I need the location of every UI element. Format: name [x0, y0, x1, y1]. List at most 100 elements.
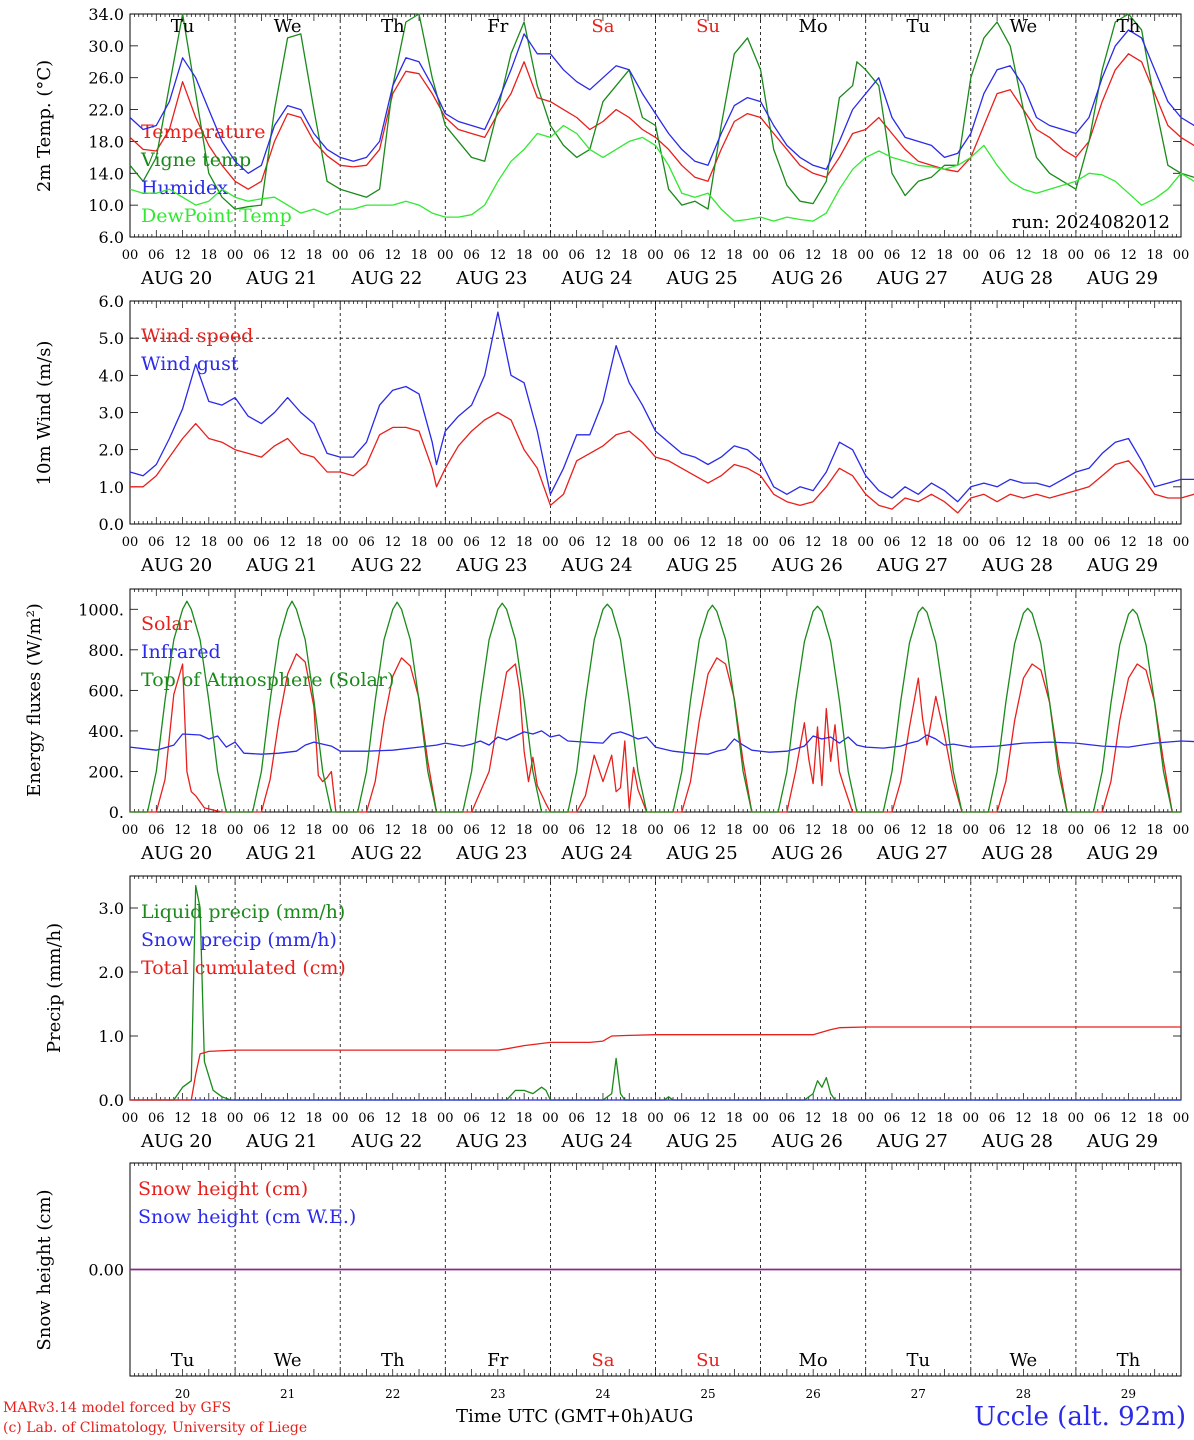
x-hour-label: 18 [411, 1111, 428, 1126]
x-hour-label: 00 [647, 248, 664, 263]
series-line-0-0 [129, 53, 1194, 190]
x-hour-label: 00 [542, 248, 559, 263]
x-date-label: AUG 24 [560, 1131, 632, 1152]
x-hour-label: 06 [253, 248, 270, 263]
x-hour-label: 00 [1173, 1111, 1190, 1126]
x-hour-label: 12 [1015, 823, 1032, 838]
x-hour-label: 06 [253, 535, 270, 550]
series-line-3-2 [130, 1026, 1181, 1101]
x-hour-label: 18 [936, 823, 953, 838]
x-hour-label: 12 [279, 248, 296, 263]
x-date-label: AUG 25 [666, 555, 738, 576]
day-number-label: 27 [911, 1387, 926, 1401]
x-date-label: AUG 24 [560, 843, 632, 864]
day-number-label: 23 [490, 1387, 505, 1401]
x-date-label: AUG 23 [455, 843, 527, 864]
y-axis-title: 2m Temp. (°C) [34, 60, 55, 192]
x-hour-label: 12 [700, 248, 717, 263]
x-hour-label: 12 [279, 535, 296, 550]
x-date-label: AUG 22 [350, 268, 422, 289]
x-date-label: AUG 26 [771, 268, 843, 289]
day-of-week-label: We [1010, 1350, 1038, 1371]
x-date-label: AUG 23 [455, 268, 527, 289]
x-hour-label: 00 [332, 1111, 349, 1126]
x-hour-label: 00 [122, 1111, 139, 1126]
x-hour-label: 06 [674, 1111, 691, 1126]
x-hour-label: 00 [227, 248, 244, 263]
legend-entry: Wind gust [141, 353, 239, 375]
y-tick-label: 4.0 [99, 366, 124, 385]
y-tick-label: 6.0 [99, 292, 124, 311]
day-of-week-label: Th [381, 1350, 405, 1371]
panel-frame [129, 588, 1182, 813]
x-date-label: AUG 24 [560, 268, 632, 289]
x-hour-label: 18 [831, 823, 848, 838]
x-hour-label: 06 [358, 1111, 375, 1126]
day-of-week-label: We [274, 16, 302, 37]
y-tick-label: 1.0 [99, 1027, 124, 1046]
x-hour-label: 12 [1120, 1111, 1137, 1126]
x-hour-label: 06 [989, 1111, 1006, 1126]
legend-entry: Wind speed [141, 325, 253, 347]
x-hour-label: 12 [595, 1111, 612, 1126]
x-hour-label: 06 [989, 823, 1006, 838]
y-tick-label: 30.0 [88, 37, 124, 56]
x-date-label: AUG 27 [876, 843, 948, 864]
x-hour-label: 00 [857, 1111, 874, 1126]
x-hour-label: 12 [700, 823, 717, 838]
x-hour-label: 12 [1120, 535, 1137, 550]
x-hour-label: 00 [332, 535, 349, 550]
x-date-label: AUG 28 [981, 1131, 1053, 1152]
x-date-label: AUG 25 [666, 268, 738, 289]
x-hour-label: 18 [621, 1111, 638, 1126]
x-hour-label: 06 [463, 1111, 480, 1126]
day-number-label: 29 [1121, 1387, 1136, 1401]
x-hour-label: 12 [700, 1111, 717, 1126]
x-hour-label: 06 [674, 823, 691, 838]
day-of-week-label: Fr [487, 1350, 508, 1371]
x-hour-label: 18 [726, 823, 743, 838]
x-hour-label: 18 [516, 248, 533, 263]
y-tick-label: 18.0 [88, 132, 124, 151]
x-hour-label: 06 [148, 248, 165, 263]
x-date-label: AUG 21 [245, 843, 317, 864]
x-hour-label: 00 [752, 535, 769, 550]
series-line-0-1 [129, 13, 1194, 210]
x-date-label: AUG 21 [245, 1131, 317, 1152]
x-hour-label: 12 [1120, 823, 1137, 838]
x-hour-label: 18 [201, 535, 218, 550]
day-number-label: 25 [700, 1387, 715, 1401]
x-hour-label: 00 [1173, 535, 1190, 550]
y-tick-label: 26.0 [88, 69, 124, 88]
x-hour-label: 00 [1173, 823, 1190, 838]
x-hour-label: 00 [122, 248, 139, 263]
x-hour-label: 00 [857, 535, 874, 550]
x-hour-label: 12 [805, 1111, 822, 1126]
x-hour-label: 18 [831, 535, 848, 550]
legend-entry: Infrared [141, 641, 221, 663]
x-date-label: AUG 28 [981, 268, 1053, 289]
x-hour-label: 18 [306, 1111, 323, 1126]
x-hour-label: 06 [568, 1111, 585, 1126]
x-hour-label: 18 [726, 1111, 743, 1126]
y-tick-label: 0. [109, 803, 124, 822]
panel-frame [129, 300, 1182, 525]
x-date-label: AUG 24 [560, 555, 632, 576]
x-hour-label: 12 [384, 1111, 401, 1126]
x-hour-label: 12 [174, 248, 191, 263]
y-axis-title: Energy fluxes (W/m²) [24, 603, 45, 797]
legend-entry: Temperature [141, 121, 265, 143]
x-hour-label: 00 [332, 248, 349, 263]
footer-station-name: Uccle (alt. 92m) [974, 1402, 1186, 1432]
x-hour-label: 06 [989, 535, 1006, 550]
day-of-week-label: We [1010, 16, 1038, 37]
x-hour-label: 06 [1094, 823, 1111, 838]
x-hour-label: 06 [253, 823, 270, 838]
x-hour-label: 00 [437, 823, 454, 838]
x-hour-label: 00 [647, 535, 664, 550]
x-hour-label: 18 [621, 248, 638, 263]
series-line-2-0 [130, 653, 1181, 813]
series-line-2-2 [130, 600, 1181, 813]
x-date-label: AUG 27 [876, 1131, 948, 1152]
x-hour-label: 00 [752, 1111, 769, 1126]
